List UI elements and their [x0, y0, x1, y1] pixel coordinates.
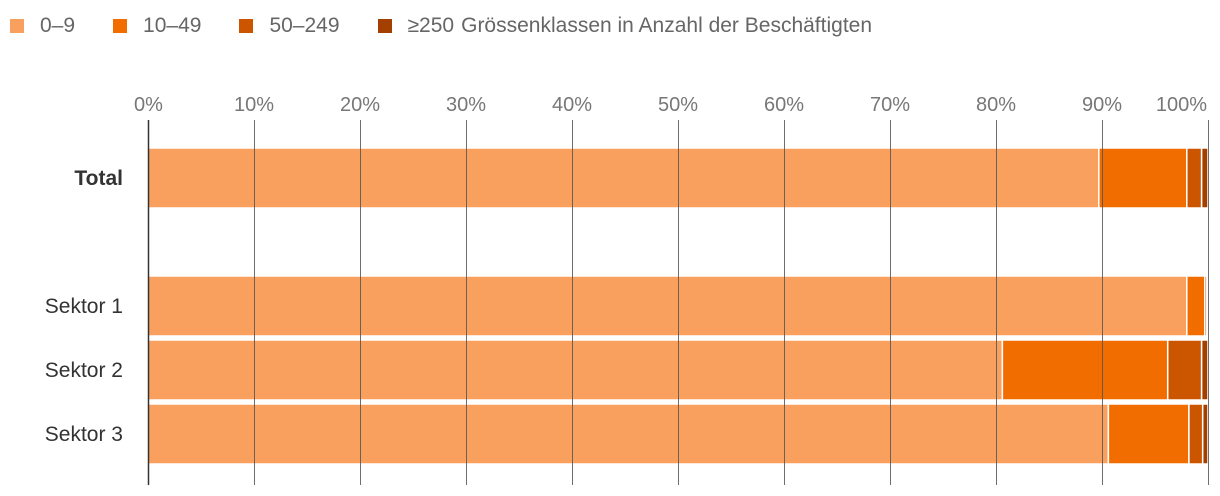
category-labels: Total Sektor 1 Sektor 2 Sektor 3: [45, 167, 123, 446]
x-tick-label: 30%: [446, 94, 486, 116]
x-tick-label: 80%: [976, 94, 1016, 116]
legend-label: ≥250: [407, 14, 455, 37]
x-tick-label: 0%: [134, 94, 163, 116]
legend-label: 10–49: [143, 14, 202, 37]
gridlines: [147, 120, 1209, 485]
bar-segment: [1166, 339, 1203, 401]
x-tick-label: 40%: [552, 94, 592, 116]
legend-item-50-249: 50–249: [239, 14, 340, 38]
bar-segment: [147, 147, 1100, 209]
x-tick-label: 90%: [1082, 94, 1122, 116]
x-tick-label: 20%: [340, 94, 380, 116]
x-tick-label: 50%: [658, 94, 698, 116]
legend-swatch: [239, 19, 254, 33]
legend-swatch: [10, 19, 24, 33]
bar-segment: [1206, 275, 1209, 337]
bars: [147, 147, 1209, 465]
bar-segment: [1001, 339, 1169, 401]
x-tick-label: 10%: [234, 94, 274, 116]
bar-segment: [1098, 147, 1188, 209]
bar-segment: [147, 275, 1188, 337]
bar-segment: [1186, 147, 1203, 209]
category-label: Sektor 3: [45, 423, 123, 446]
bar-segment: [147, 339, 1004, 401]
bar-segment: [1186, 275, 1206, 337]
x-tick-label: 60%: [764, 94, 804, 116]
category-label: Total: [74, 167, 123, 190]
legend-item-10-49: 10–49: [113, 14, 201, 38]
x-tick-label: 100%: [1156, 94, 1207, 116]
legend: 0–9 10–49 50–249 ≥250 Grössenklassen in …: [10, 11, 872, 41]
x-axis-ticks: 0% 10% 20% 30% 40% 50% 60% 70% 80% 90% 100%: [134, 94, 1207, 116]
bar-segment: [1200, 339, 1209, 401]
category-label: Sektor 2: [45, 359, 123, 382]
legend-swatch: [377, 19, 392, 33]
bar-segment: [1201, 403, 1209, 465]
legend-item-0-9: 0–9: [10, 14, 75, 38]
bar-segment: [1107, 403, 1190, 465]
bar-segment: [1188, 403, 1204, 465]
legend-item-250-plus: ≥250 Grössenklassen in Anzahl der Beschä…: [377, 14, 873, 38]
legend-title: Grössenklassen in Anzahl der Beschäftigt…: [461, 14, 873, 37]
bar-segment: [1200, 147, 1209, 209]
x-tick-label: 70%: [870, 94, 910, 116]
bar-segment: [147, 403, 1110, 465]
category-label: Sektor 1: [45, 295, 123, 318]
legend-swatch: [113, 19, 128, 33]
legend-label: 0–9: [40, 14, 76, 37]
legend-label: 50–249: [269, 14, 340, 37]
